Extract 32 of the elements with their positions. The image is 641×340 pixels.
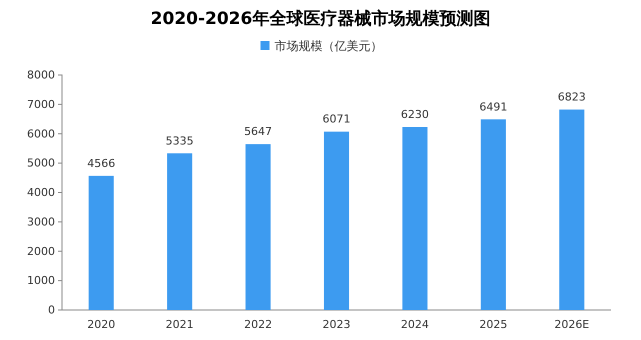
data-label: 6230 <box>400 108 429 121</box>
y-tick-label: 4000 <box>27 186 55 200</box>
data-label: 6491 <box>479 100 508 114</box>
bar <box>559 110 584 310</box>
x-tick-label: 2022 <box>244 318 272 331</box>
data-label: 6823 <box>558 90 586 104</box>
y-tick-label: 0 <box>48 304 55 317</box>
y-tick-label: 5000 <box>27 156 55 170</box>
data-label: 5647 <box>244 125 272 138</box>
y-tick-label: 3000 <box>27 215 55 228</box>
y-tick-label: 1000 <box>27 274 55 288</box>
data-label: 4566 <box>87 156 116 170</box>
x-tick-label: 2020 <box>87 318 116 331</box>
bar <box>88 176 114 310</box>
x-tick-label: 2021 <box>166 318 194 331</box>
bar <box>480 119 506 310</box>
data-label: 6071 <box>322 112 350 126</box>
y-tick-label: 2000 <box>27 244 55 258</box>
y-tick-label: 8000 <box>27 68 55 82</box>
y-tick-label: 7000 <box>27 98 55 111</box>
bar <box>402 126 428 310</box>
bar <box>246 144 271 310</box>
chart-title: 2020-2026年全球医疗器械市场规模预测图 <box>150 9 490 29</box>
x-tick-label: 2024 <box>400 318 429 331</box>
x-tick-label: 2026E <box>554 318 590 331</box>
legend-label: 市场规模（亿美元） <box>274 39 382 53</box>
data-label: 5335 <box>166 134 194 148</box>
x-tick-label: 2023 <box>322 318 350 331</box>
y-tick-label: 6000 <box>27 127 55 140</box>
bar <box>167 153 192 310</box>
bar <box>324 132 350 310</box>
x-tick-label: 2025 <box>479 318 508 331</box>
